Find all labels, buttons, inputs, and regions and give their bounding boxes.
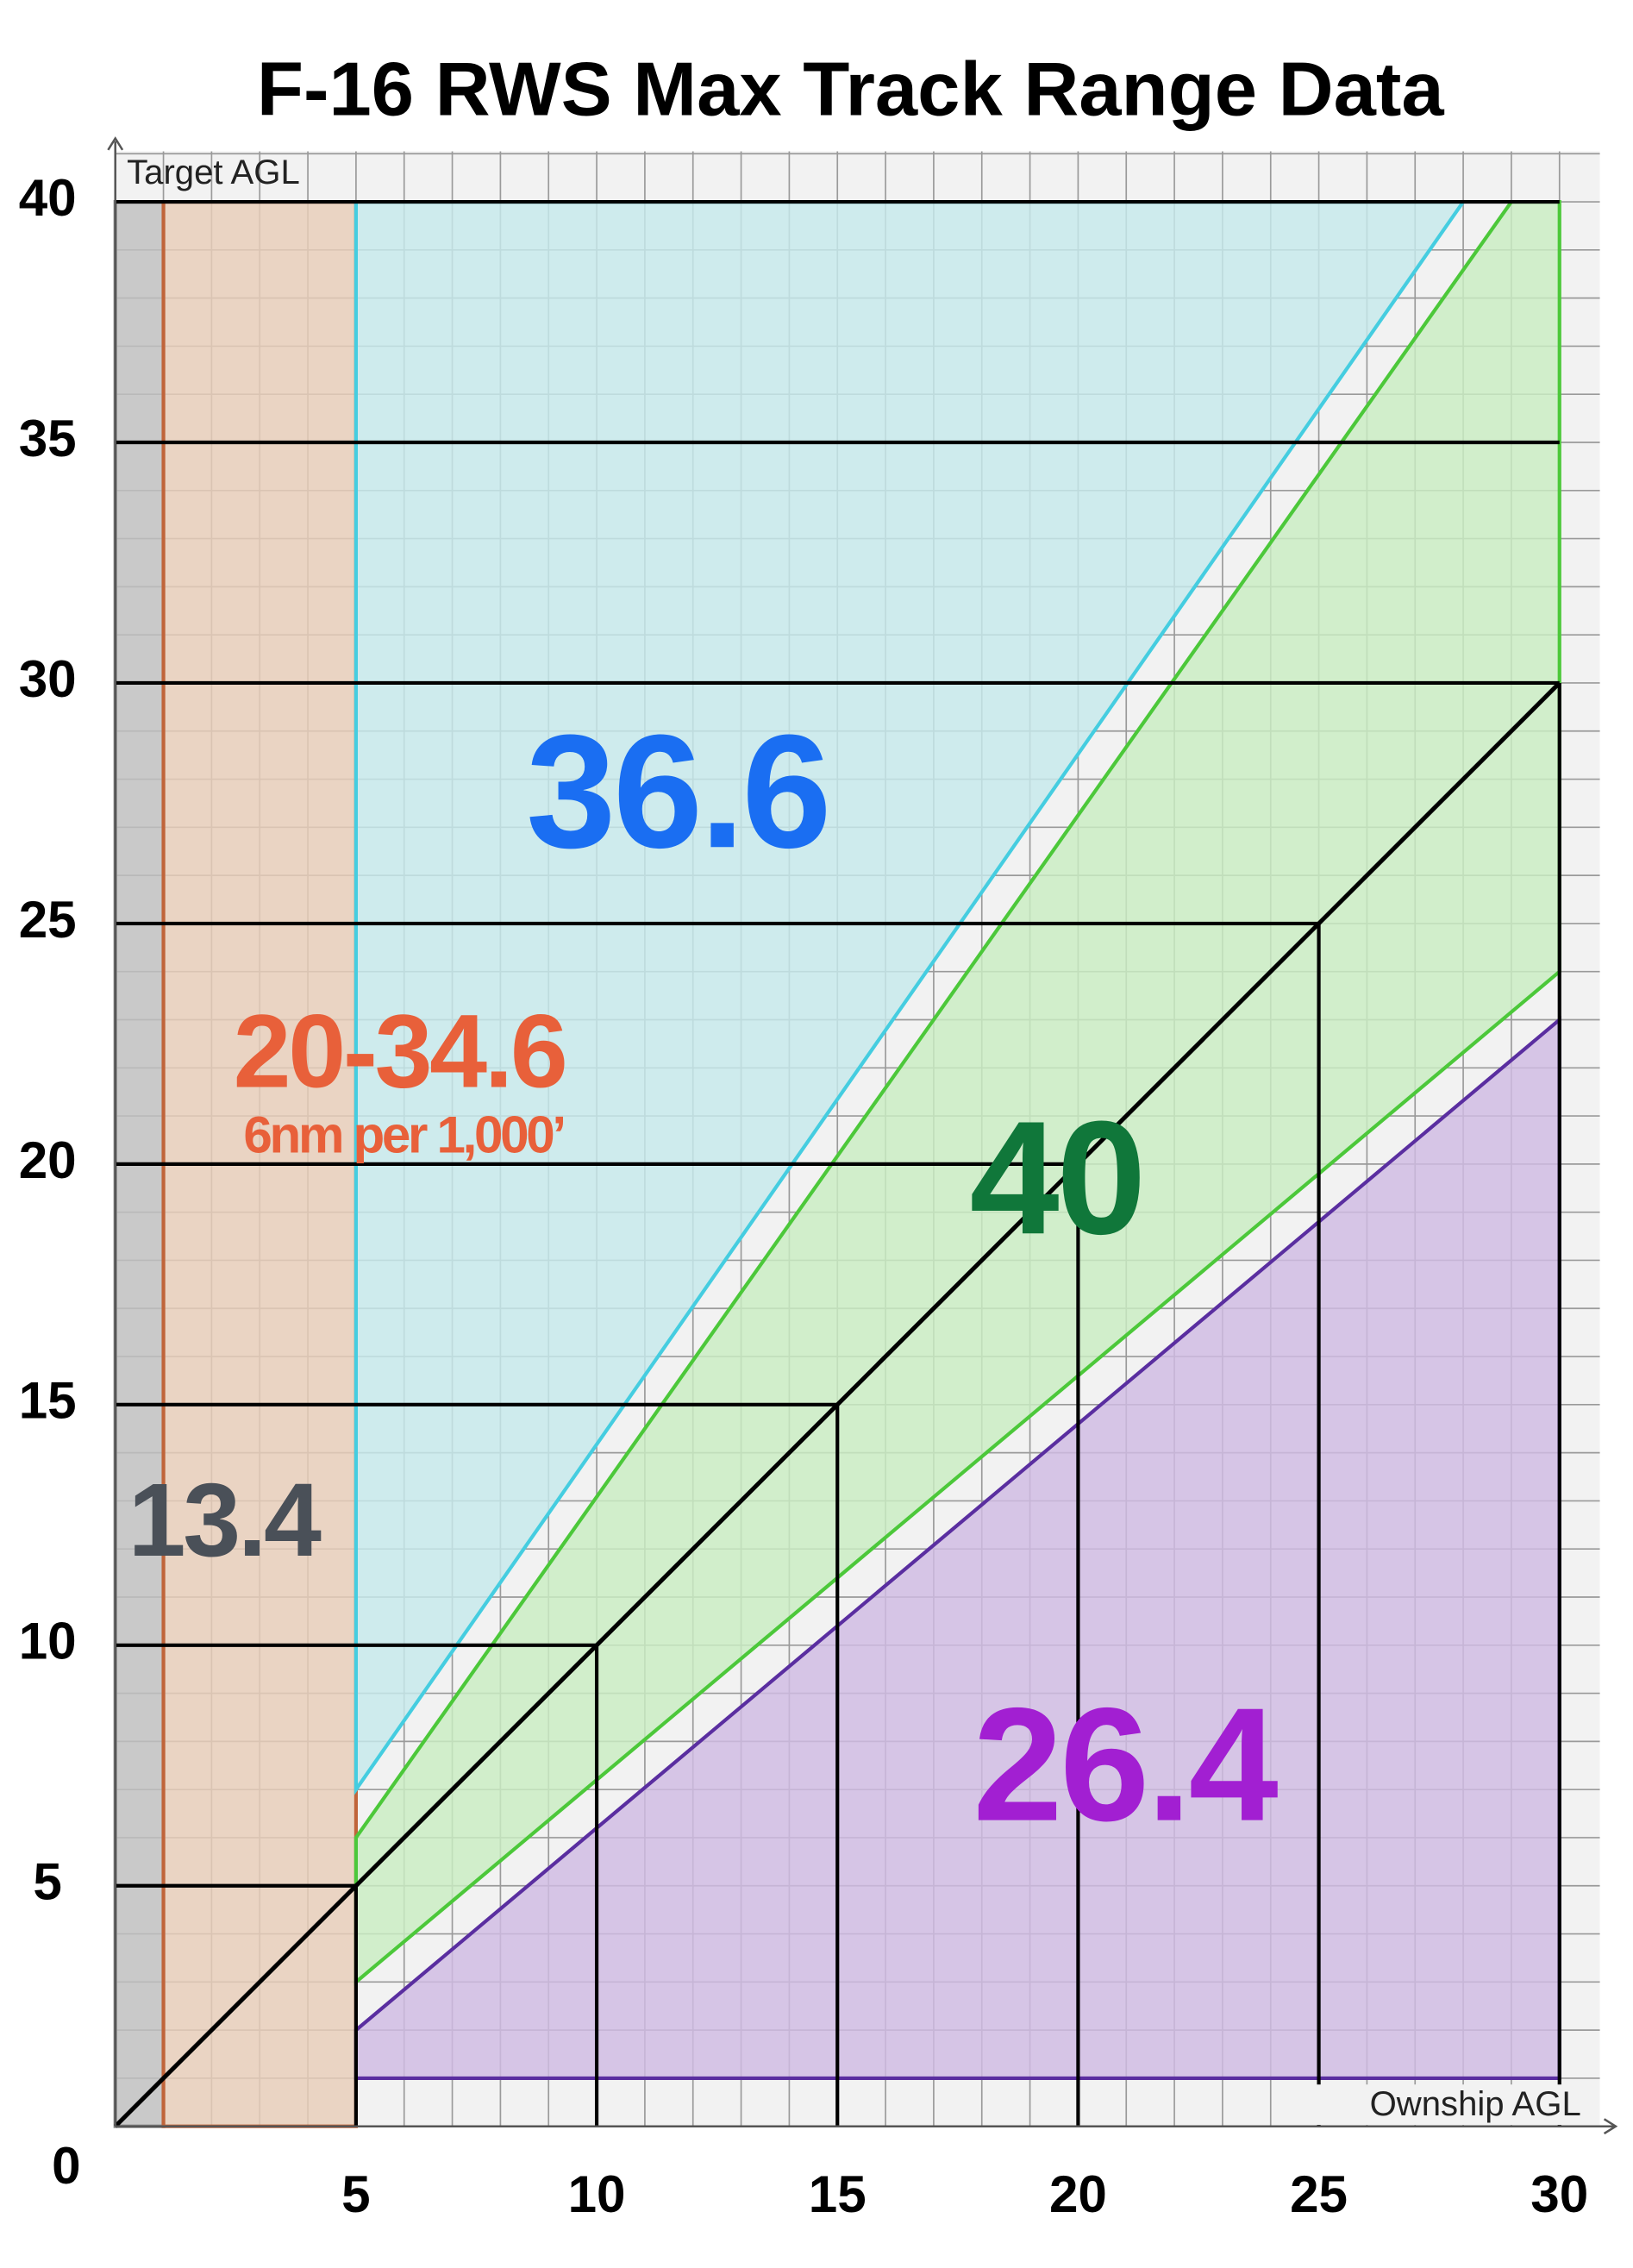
x-tick-label: 5 <box>341 2165 370 2223</box>
y-tick-label: 15 <box>19 1372 77 1430</box>
y-tick-label: 40 <box>19 169 77 227</box>
chart-title: F-16 RWS Max Track Range Data <box>257 47 1444 132</box>
x-tick-label: 20 <box>1049 2165 1107 2223</box>
y-axis-title: Target AGL <box>127 153 300 191</box>
y-axis-arrow <box>107 136 124 151</box>
annotation: 26.4 <box>973 1675 1278 1855</box>
y-tick-label: 30 <box>19 650 77 708</box>
x-axis-title: Ownship AGL <box>1370 2084 1581 2123</box>
x-tick-label: 10 <box>568 2165 626 2223</box>
y-tick-label: 5 <box>33 1853 61 1911</box>
annotation: 13.4 <box>128 1462 322 1578</box>
x-tick-label: 25 <box>1290 2165 1348 2223</box>
x-axis-arrow <box>1603 2118 1618 2135</box>
x-tick-label: 30 <box>1530 2165 1588 2223</box>
x-axis-title-bg <box>1314 2084 1586 2126</box>
annotation: 40 <box>970 1087 1144 1268</box>
diagonal-line <box>113 681 1561 2128</box>
plot: F-16 RWS Max Track Range Data 5 10 15 20 25 3… <box>19 47 1618 2223</box>
y-tick-label: 10 <box>19 1613 77 1670</box>
y-tick-label: 20 <box>19 1131 77 1189</box>
annotation: 36.6 <box>526 701 829 881</box>
y-tick-label: 35 <box>19 410 77 467</box>
x-tick-label: 15 <box>809 2165 867 2223</box>
annotation: 6nm per 1,000’ <box>243 1106 563 1164</box>
annotation: 20-34.6 <box>234 993 566 1109</box>
y-tick-label: 25 <box>19 891 77 949</box>
x-tick-label: 0 <box>52 2137 80 2195</box>
